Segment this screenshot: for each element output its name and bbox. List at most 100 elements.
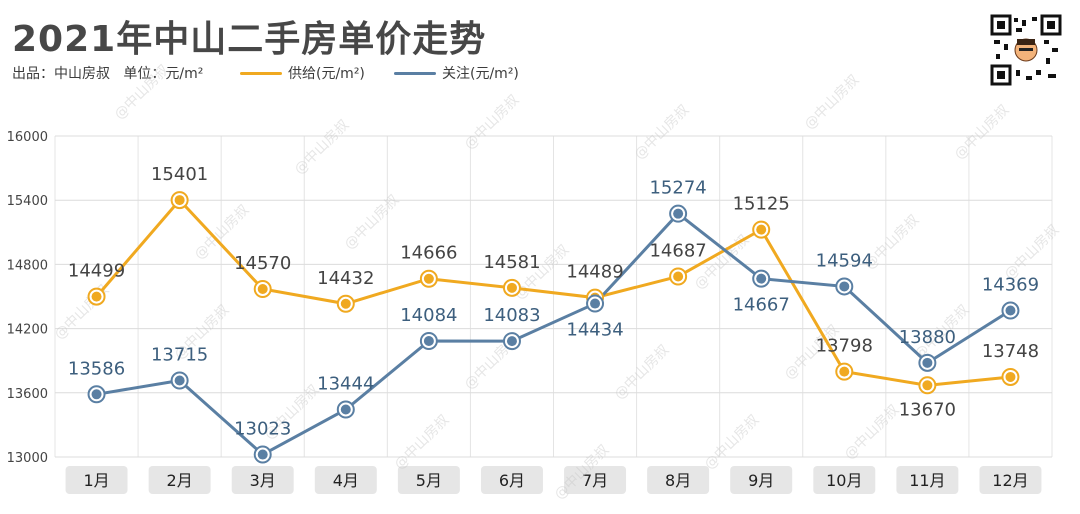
legend-attention-label: 关注(元/m²) <box>442 66 519 82</box>
y-tick-label: 16000 <box>7 130 48 145</box>
x-tick-box <box>314 466 377 494</box>
x-tick-label: 9月 <box>748 471 774 490</box>
series-supply-data-label: 14489 <box>566 262 623 283</box>
series-supply-line <box>95 197 1011 387</box>
series-supply-point <box>1005 371 1016 382</box>
series-supply-point <box>922 380 933 391</box>
watermark-text: @中山房叔 <box>632 102 693 163</box>
series-attention-point <box>91 389 102 400</box>
watermark-text: @中山房叔 <box>392 412 453 473</box>
source-label: 出品：中山房叔 <box>12 66 110 82</box>
series-attention-point <box>423 336 434 347</box>
series-attention-point <box>839 281 850 292</box>
x-tick-label: 1月 <box>83 471 109 490</box>
legend-attention: 关注(元/m²) <box>394 63 519 83</box>
series-attention-point <box>590 298 601 309</box>
x-tick-label: 11月 <box>909 471 945 490</box>
y-tick-label: 13600 <box>7 387 48 402</box>
series-supply-point <box>340 298 351 309</box>
series-supply-data-label: 14432 <box>317 268 374 289</box>
qr-code-icon <box>990 14 1062 86</box>
series-supply-data-label: 15401 <box>151 164 208 185</box>
x-tick-box <box>813 466 876 494</box>
watermark-text: @中山房叔 <box>112 62 173 123</box>
series-attention-point <box>673 208 684 219</box>
x-tick-label: 12月 <box>992 471 1028 490</box>
x-tick-box <box>65 466 128 494</box>
x-tick-box <box>148 466 211 494</box>
series-supply-data-label: 14499 <box>68 261 125 282</box>
legend-supply-label: 供给(元/m²) <box>288 66 365 82</box>
watermark-text: @中山房叔 <box>612 342 673 403</box>
x-tick-label: 5月 <box>416 471 442 490</box>
watermark-text: @中山房叔 <box>802 72 863 133</box>
y-tick-label: 14800 <box>7 258 48 273</box>
series-attention-point <box>257 449 268 460</box>
watermark-text: @中山房叔 <box>292 117 353 178</box>
unit-label: 单位：元/m² <box>123 66 204 82</box>
x-tick-box <box>397 466 460 494</box>
series-attention-point <box>922 357 933 368</box>
series-supply-point <box>174 195 185 206</box>
series-attention-data-label: 14667 <box>733 295 790 316</box>
series-supply-point <box>506 282 517 293</box>
series-supply-point <box>257 284 268 295</box>
x-tick-box <box>979 466 1042 494</box>
series-attention-data-label: 14434 <box>566 320 623 341</box>
series-supply-point <box>839 366 850 377</box>
watermark-text: @中山房叔 <box>842 402 903 463</box>
series-supply-data-label: 15125 <box>733 194 790 215</box>
x-tick-box <box>730 466 793 494</box>
watermark-text: @中山房叔 <box>702 412 763 473</box>
y-tick-label: 15400 <box>7 194 48 209</box>
y-tick-label: 14200 <box>7 323 48 338</box>
series-supply-data-label: 14570 <box>234 253 291 274</box>
series-attention-data-label: 13444 <box>317 373 374 394</box>
x-tick-box <box>564 466 627 494</box>
x-tick-label: 8月 <box>665 471 691 490</box>
legend-supply-swatch <box>240 71 282 75</box>
series-supply-point <box>91 291 102 302</box>
watermark-text: @中山房叔 <box>462 92 523 153</box>
series-attention-data-label: 13023 <box>234 419 291 440</box>
chart-title: 2021年中山二手房单价走势 <box>12 19 487 60</box>
series-attention-point <box>340 404 351 415</box>
y-tick-label: 13000 <box>7 451 48 466</box>
series-supply-data-label: 13748 <box>982 341 1039 362</box>
x-tick-label: 6月 <box>499 471 525 490</box>
series-attention-line <box>96 211 1012 457</box>
legend-attention-swatch <box>394 71 436 75</box>
x-tick-box <box>896 466 959 494</box>
series-supply-data-label: 14687 <box>649 240 706 261</box>
legend-supply: 供给(元/m²) <box>240 63 365 83</box>
x-tick-box <box>480 466 543 494</box>
series-attention-data-label: 13880 <box>899 327 956 348</box>
series-attention-data-label: 14084 <box>400 305 457 326</box>
x-tick-label: 10月 <box>826 471 862 490</box>
series-supply-point <box>673 271 684 282</box>
series-attention-data-label: 13715 <box>151 344 208 365</box>
series-attention-point <box>506 336 517 347</box>
x-tick-label: 2月 <box>167 471 193 490</box>
chart-subtitle: 出品：中山房叔 单位：元/m² <box>12 63 203 83</box>
x-tick-box <box>647 466 710 494</box>
series-attention-data-label: 15274 <box>649 178 706 199</box>
series-attention-data-label: 14594 <box>816 250 873 271</box>
x-tick-box <box>231 466 294 494</box>
series-attention-data-label: 13586 <box>68 358 125 379</box>
series-supply-data-label: 13798 <box>816 336 873 357</box>
series-supply-point <box>756 224 767 235</box>
series-attention-point <box>174 375 185 386</box>
series-supply-data-label: 14581 <box>483 252 540 273</box>
series-attention-point <box>1005 305 1016 316</box>
series-attention-data-label: 14369 <box>982 275 1039 296</box>
series-attention-point <box>756 273 767 284</box>
x-tick-label: 4月 <box>333 471 359 490</box>
series-supply-data-label: 14666 <box>400 243 457 264</box>
series-attention-data-label: 14083 <box>483 305 540 326</box>
series-supply-data-label: 13670 <box>899 399 956 420</box>
series-supply-point <box>423 273 434 284</box>
x-tick-label: 3月 <box>250 471 276 490</box>
watermark-text: @中山房叔 <box>342 192 403 253</box>
